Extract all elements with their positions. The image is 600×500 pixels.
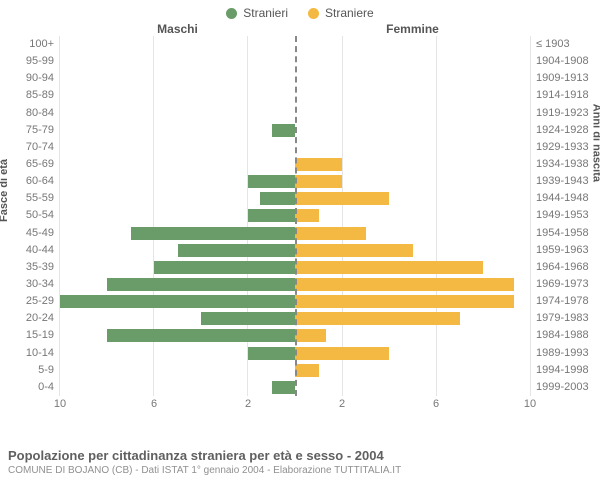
- age-tick: 65-69: [26, 156, 54, 173]
- bar-male: [131, 227, 296, 240]
- bars-area: [60, 36, 530, 396]
- age-tick: 100+: [29, 36, 54, 53]
- birthyear-tick: 1929-1933: [536, 139, 589, 156]
- birthyear-tick: 1949-1953: [536, 207, 589, 224]
- bar-female: [295, 364, 319, 377]
- bar-male: [154, 261, 295, 274]
- x-tick: 2: [339, 398, 345, 410]
- pyramid-chart: Maschi Femmine Fasce di età Anni di nasc…: [0, 22, 600, 442]
- birthyear-tick: 1944-1948: [536, 190, 589, 207]
- legend: Stranieri Straniere: [0, 0, 600, 22]
- bar-male: [178, 244, 296, 257]
- bar-female: [295, 278, 514, 291]
- age-tick: 75-79: [26, 122, 54, 139]
- bar-female: [295, 347, 389, 360]
- age-tick: 90-94: [26, 70, 54, 87]
- column-headers: Maschi Femmine: [0, 22, 600, 36]
- bar-female: [295, 312, 460, 325]
- bar-female: [295, 209, 319, 222]
- x-tick: 10: [524, 398, 536, 410]
- birthyear-tick: 1964-1968: [536, 259, 589, 276]
- birthyear-tick: 1919-1923: [536, 105, 589, 122]
- header-male: Maschi: [60, 22, 295, 36]
- bar-female: [295, 295, 514, 308]
- age-tick: 35-39: [26, 259, 54, 276]
- center-divider: [295, 36, 297, 396]
- bars-female: [295, 36, 530, 396]
- legend-label-male: Stranieri: [243, 6, 288, 20]
- chart-title: Popolazione per cittadinanza straniera p…: [8, 448, 592, 463]
- legend-label-female: Straniere: [325, 6, 374, 20]
- birthyear-tick: 1999-2003: [536, 379, 589, 396]
- birthyear-tick: 1959-1963: [536, 242, 589, 259]
- birthyear-tick: 1939-1943: [536, 173, 589, 190]
- bar-female: [295, 329, 326, 342]
- bar-female: [295, 158, 342, 171]
- bar-male: [107, 278, 295, 291]
- age-tick: 25-29: [26, 293, 54, 310]
- birthyear-tick: 1994-1998: [536, 362, 589, 379]
- x-ticks: 10622610: [60, 398, 530, 414]
- birthyear-tick: 1909-1913: [536, 70, 589, 87]
- birthyear-tick: 1904-1908: [536, 53, 589, 70]
- chart-subtitle: COMUNE DI BOJANO (CB) - Dati ISTAT 1° ge…: [8, 465, 592, 476]
- x-tick: 2: [245, 398, 251, 410]
- birthyear-tick: 1979-1983: [536, 310, 589, 327]
- age-tick: 50-54: [26, 207, 54, 224]
- bar-male: [248, 347, 295, 360]
- bar-female: [295, 175, 342, 188]
- age-tick: 15-19: [26, 327, 54, 344]
- age-tick: 5-9: [38, 362, 54, 379]
- bars-male: [60, 36, 295, 396]
- age-tick: 85-89: [26, 87, 54, 104]
- age-tick: 0-4: [38, 379, 54, 396]
- bar-female: [295, 244, 413, 257]
- age-tick: 70-74: [26, 139, 54, 156]
- bar-male: [107, 329, 295, 342]
- header-female: Femmine: [295, 22, 530, 36]
- x-tick: 6: [151, 398, 157, 410]
- age-tick: 30-34: [26, 276, 54, 293]
- bar-female: [295, 192, 389, 205]
- birthyear-tick: 1954-1958: [536, 225, 589, 242]
- bar-female: [295, 261, 483, 274]
- age-tick: 55-59: [26, 190, 54, 207]
- bar-male: [201, 312, 295, 325]
- age-tick: 80-84: [26, 105, 54, 122]
- age-tick: 10-14: [26, 345, 54, 362]
- age-tick: 45-49: [26, 225, 54, 242]
- y-ticks-age: 100+95-9990-9485-8980-8475-7970-7465-696…: [0, 36, 60, 396]
- birthyear-tick: 1914-1918: [536, 87, 589, 104]
- birthyear-tick: 1934-1938: [536, 156, 589, 173]
- legend-item-male: Stranieri: [226, 6, 288, 20]
- swatch-icon: [308, 8, 319, 19]
- bar-male: [60, 295, 295, 308]
- bar-male: [248, 175, 295, 188]
- swatch-icon: [226, 8, 237, 19]
- x-axis: 10 6 2 2 6 10: [0, 396, 600, 414]
- birthyear-tick: 1924-1928: [536, 122, 589, 139]
- birthyear-tick: 1984-1988: [536, 327, 589, 344]
- birthyear-tick: ≤ 1903: [536, 36, 570, 53]
- bar-male: [248, 209, 295, 222]
- y-ticks-birthyear: ≤ 19031904-19081909-19131914-19181919-19…: [530, 36, 600, 396]
- bar-male: [272, 381, 296, 394]
- legend-item-female: Straniere: [308, 6, 374, 20]
- x-tick: 6: [433, 398, 439, 410]
- birthyear-tick: 1989-1993: [536, 345, 589, 362]
- age-tick: 20-24: [26, 310, 54, 327]
- age-tick: 40-44: [26, 242, 54, 259]
- footer: Popolazione per cittadinanza straniera p…: [0, 442, 600, 476]
- x-tick: 10: [54, 398, 66, 410]
- bar-male: [272, 124, 296, 137]
- birthyear-tick: 1969-1973: [536, 276, 589, 293]
- bar-male: [260, 192, 295, 205]
- age-tick: 95-99: [26, 53, 54, 70]
- birthyear-tick: 1974-1978: [536, 293, 589, 310]
- bar-female: [295, 227, 366, 240]
- age-tick: 60-64: [26, 173, 54, 190]
